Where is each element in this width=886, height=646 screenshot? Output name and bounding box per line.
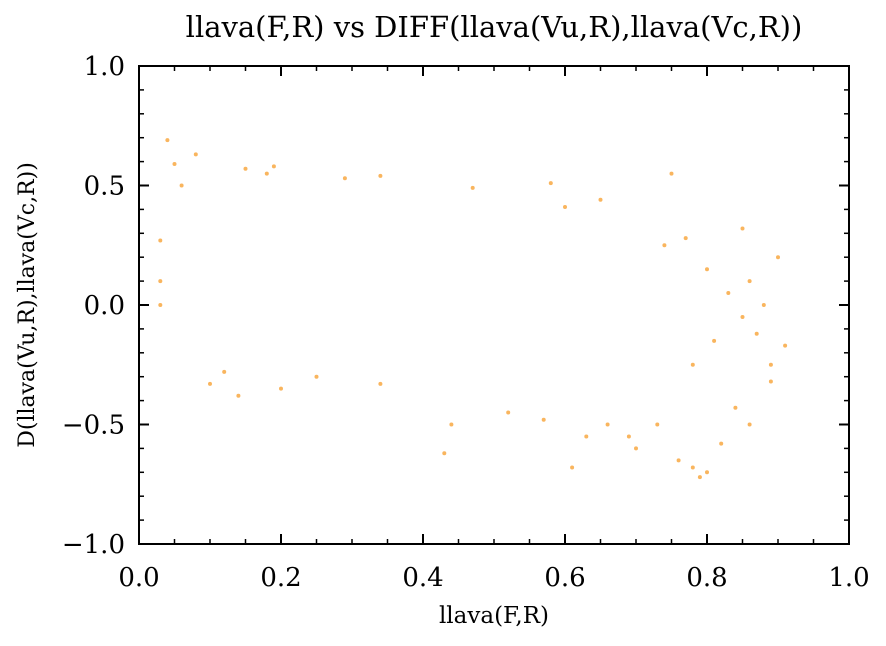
data-point <box>208 381 212 386</box>
data-point <box>747 422 752 427</box>
data-point <box>690 362 695 367</box>
x-axis-label: llava(F,R) <box>439 603 549 629</box>
x-tick-label: 1.0 <box>828 563 869 593</box>
data-point <box>733 405 738 410</box>
data-point <box>449 422 454 427</box>
data-point <box>378 381 383 386</box>
data-point <box>747 279 752 284</box>
data-point <box>719 441 724 446</box>
data-point <box>271 164 276 169</box>
y-tick-label: 0.0 <box>84 291 125 321</box>
data-point <box>172 162 177 166</box>
chart-title: llava(F,R) vs DIFF(llava(Vu,R),llava(Vc,… <box>186 10 803 44</box>
data-point <box>598 197 603 202</box>
data-point <box>158 303 163 307</box>
y-tick-label: 1.0 <box>84 52 125 82</box>
data-point <box>342 176 347 181</box>
data-point <box>158 238 163 243</box>
data-point <box>740 226 745 231</box>
data-point <box>705 470 709 475</box>
data-point <box>236 393 241 398</box>
data-point <box>563 205 567 209</box>
data-point <box>726 291 731 295</box>
data-point <box>683 236 688 241</box>
data-point <box>548 181 553 186</box>
data-point <box>669 171 674 176</box>
data-point <box>754 331 759 336</box>
x-tick-label: 0.6 <box>544 563 585 593</box>
data-point <box>690 465 695 470</box>
y-tick-label: 0.5 <box>84 172 125 202</box>
x-tick-label: 0.8 <box>686 563 727 593</box>
data-point <box>158 279 163 284</box>
plot-frame <box>138 65 850 545</box>
data-point <box>634 446 638 451</box>
data-point <box>570 465 575 470</box>
data-point <box>243 166 248 171</box>
y-tick-label: −0.5 <box>62 411 125 441</box>
data-point <box>193 152 198 157</box>
x-tick-label: 0.0 <box>118 563 159 593</box>
data-point <box>712 338 717 343</box>
data-point <box>626 434 631 439</box>
ticks-layer: 0.0 0.2 0.4 0.6 0.8 1.0 1.0 0.5 0.0 −0.5 −1.0 <box>62 52 870 593</box>
data-point <box>442 451 447 456</box>
x-tick-label: 0.2 <box>260 563 301 593</box>
y-tick-label: −1.0 <box>62 530 125 560</box>
data-point <box>768 379 773 384</box>
data-point <box>761 303 766 307</box>
data-point <box>768 362 773 367</box>
data-point <box>470 185 475 190</box>
data-point <box>776 255 780 260</box>
data-point <box>222 369 227 374</box>
data-point <box>314 374 319 379</box>
data-point <box>655 422 660 427</box>
data-point <box>584 434 589 439</box>
data-point <box>740 315 745 319</box>
data-point <box>165 138 170 143</box>
data-point <box>378 173 383 178</box>
data-point <box>697 475 702 480</box>
data-point <box>605 422 610 427</box>
y-axis-label: D(llava(Vu,R),llava(Vc,R)) <box>15 162 40 448</box>
data-point <box>662 243 667 248</box>
data-point <box>783 343 788 348</box>
data-point <box>264 171 269 176</box>
data-point <box>179 183 184 188</box>
x-tick-label: 0.4 <box>402 563 443 593</box>
data-point <box>506 410 511 415</box>
data-point <box>279 386 283 391</box>
points-layer <box>158 138 788 480</box>
data-point <box>705 267 709 272</box>
data-point <box>541 417 546 422</box>
data-point <box>676 458 681 463</box>
